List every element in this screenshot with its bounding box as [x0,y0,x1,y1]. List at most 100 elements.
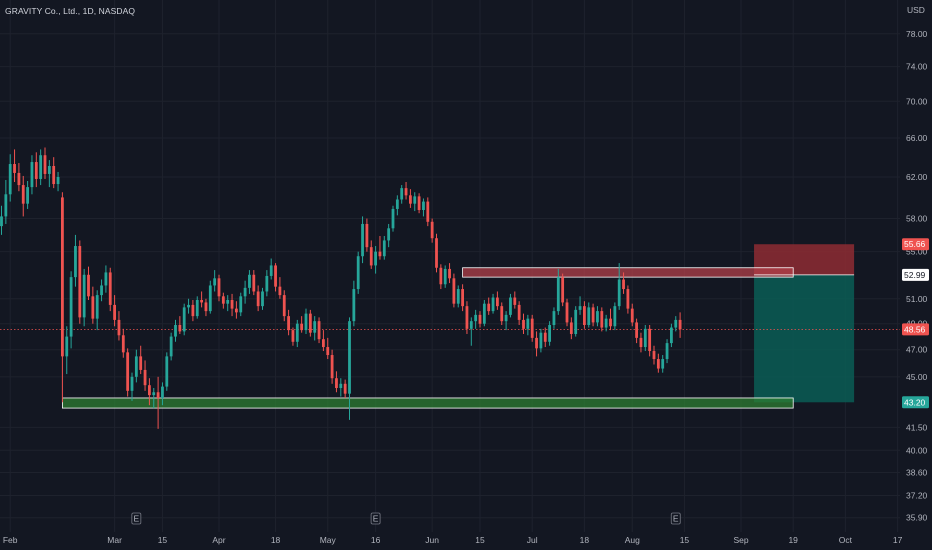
candle-body [543,332,547,342]
support-zone [62,397,794,409]
candle-body [78,246,82,318]
y-tick-label: 47.00 [906,345,928,355]
candle-body [661,359,665,369]
candle-body [156,392,160,398]
x-tick-label: Feb [3,535,18,545]
candle-body [126,352,130,391]
x-tick-label: 15 [475,535,485,545]
candle-body [204,302,208,312]
candle-body [21,185,25,204]
candle-body [326,347,330,356]
candle-body [426,201,430,222]
candle-body [596,311,599,323]
candle-body [169,336,173,357]
candle-body [670,327,673,344]
candle-body [435,238,438,268]
candle-body [252,274,256,292]
candle-body [461,289,464,307]
candle-body [513,297,517,305]
earnings-marker-label: E [134,514,140,524]
y-tick-label: 74.00 [906,62,928,72]
y-tick-label: 37.20 [906,491,928,501]
candle-body [34,162,38,179]
x-tick-label: 16 [371,535,381,545]
earnings-marker-box [370,512,381,525]
candle-body [583,306,586,325]
candle-body [87,274,90,297]
candle-body [339,383,343,389]
candle-body [195,299,199,317]
candle-body [613,306,617,327]
candle-body [517,304,521,320]
candle-body [417,196,421,211]
candle-body [139,356,143,370]
candle-body [165,356,169,387]
candle-body [635,322,638,338]
candle-body [404,188,408,196]
axis-unit-label: USD [907,5,925,15]
candle-body [565,302,569,323]
x-tick-label: 19 [788,535,798,545]
candle-body [308,313,312,333]
candle-body [356,256,360,290]
candle-body [121,335,125,353]
candle-body [578,306,582,310]
candle-body [639,337,643,348]
candle-body [174,324,177,337]
candle-body [100,285,103,296]
y-tick-label: 66.00 [906,133,928,143]
candle-body [604,318,608,328]
x-tick-label: 15 [680,535,690,545]
candle-body [108,272,112,305]
candle-body [265,275,269,292]
price-tag-label: 43.20 [904,397,926,407]
candle-body [504,314,508,322]
candle-body [430,221,434,239]
candle-body [82,274,86,318]
x-tick-label: 18 [271,535,281,545]
candle-body [400,188,404,200]
candle-body [500,306,504,322]
x-tick-label: 18 [580,535,590,545]
candle-body [317,321,321,340]
y-tick-label: 38.60 [906,467,928,477]
candle-body [591,307,595,323]
candle-body [74,246,77,278]
candle-body [226,299,230,304]
earnings-marker-label: E [373,514,379,524]
candle-body [652,351,656,360]
candle-body [626,289,630,309]
candle-body [26,187,29,204]
candle-body [665,343,669,360]
candle-body [617,279,621,307]
candle-body [274,265,277,287]
candle-body [117,319,121,336]
target-zone [754,274,855,403]
candle-body [509,297,512,315]
candle-body [395,199,399,209]
candle-body [443,268,447,285]
candle-body [269,265,273,276]
candle-body [39,155,43,179]
candle-body [261,291,264,307]
candle-body [587,307,591,325]
earnings-marker-label: E [673,514,679,524]
candle-body [148,385,151,396]
candle-body [361,223,364,257]
candle-body [643,328,647,348]
candle-body [248,274,251,288]
candle-body [182,307,186,332]
y-tick-label: 40.00 [906,445,928,455]
candle-body [382,240,386,257]
candle-body [61,197,64,357]
y-tick-label: 45.00 [906,372,928,382]
candle-body [369,247,373,266]
candle-body [496,297,499,307]
candle-body [295,323,299,342]
candle-body [552,311,556,325]
candle-body [478,314,482,324]
candle-body [474,314,478,322]
y-tick-label: 58.00 [906,214,928,224]
